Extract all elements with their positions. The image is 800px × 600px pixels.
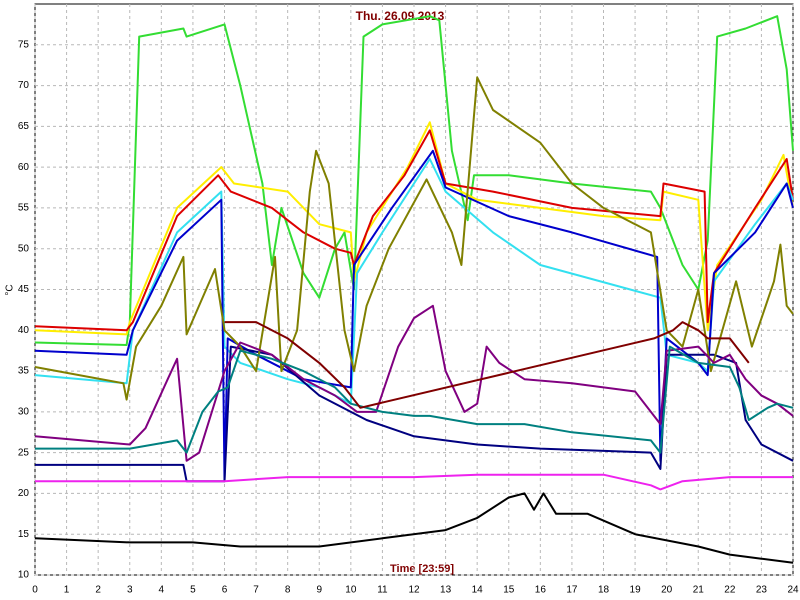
chart-title: Thu. 26.09.2013 — [356, 9, 445, 23]
y-tick-label: 50 — [18, 243, 30, 254]
series-line — [224, 321, 750, 409]
x-tick-label: 0 — [32, 585, 38, 596]
series-line — [34, 304, 794, 462]
y-tick-label: 75 — [18, 39, 30, 50]
x-tick-label: 1 — [64, 585, 70, 596]
x-tick-label: 12 — [408, 585, 420, 596]
y-tick-label: 30 — [18, 406, 30, 417]
y-tick-label: 10 — [18, 570, 30, 581]
x-tick-label: 11 — [377, 585, 388, 596]
y-tick-label: 15 — [18, 529, 30, 540]
series-line — [34, 15, 794, 346]
x-tick-label: 2 — [95, 585, 101, 596]
x-tick-label: 7 — [253, 585, 259, 596]
x-tick-label: 6 — [222, 585, 228, 596]
y-tick-label: 60 — [18, 162, 30, 173]
x-tick-label: 9 — [316, 585, 322, 596]
series-line — [34, 129, 794, 332]
x-tick-label: 5 — [190, 585, 196, 596]
y-tick-label: 25 — [18, 447, 30, 458]
x-tick-label: 16 — [535, 585, 547, 596]
y-tick-label: 55 — [18, 203, 30, 214]
x-tick-label: 21 — [693, 585, 705, 596]
x-tick-label: 24 — [787, 585, 799, 596]
x-axis-label: Time [23:59] — [390, 563, 454, 575]
y-tick-label: 45 — [18, 284, 30, 295]
x-tick-label: 4 — [159, 585, 165, 596]
x-tick-label: 22 — [724, 585, 736, 596]
y-tick-label: 70 — [18, 80, 30, 91]
x-tick-label: 19 — [630, 585, 642, 596]
x-tick-label: 17 — [566, 585, 578, 596]
x-tick-label: 14 — [472, 585, 484, 596]
x-tick-label: 23 — [756, 585, 768, 596]
x-tick-label: 18 — [598, 585, 610, 596]
series-line — [34, 149, 794, 483]
x-tick-label: 8 — [285, 585, 291, 596]
y-axis-label: °C — [5, 284, 16, 295]
series-line — [35, 345, 794, 454]
y-tick-label: 65 — [18, 121, 30, 132]
x-tick-label: 3 — [127, 585, 133, 596]
y-tick-label: 20 — [18, 488, 30, 499]
x-tick-label: 15 — [503, 585, 515, 596]
y-tick-label: 35 — [18, 366, 30, 377]
series-line — [34, 492, 794, 564]
x-tick-label: 13 — [440, 585, 452, 596]
y-tick-label: 40 — [18, 325, 30, 336]
series-line — [34, 121, 794, 336]
series-line — [35, 473, 793, 491]
x-tick-label: 10 — [345, 585, 357, 596]
series-line — [34, 76, 794, 401]
x-tick-label: 20 — [661, 585, 673, 596]
